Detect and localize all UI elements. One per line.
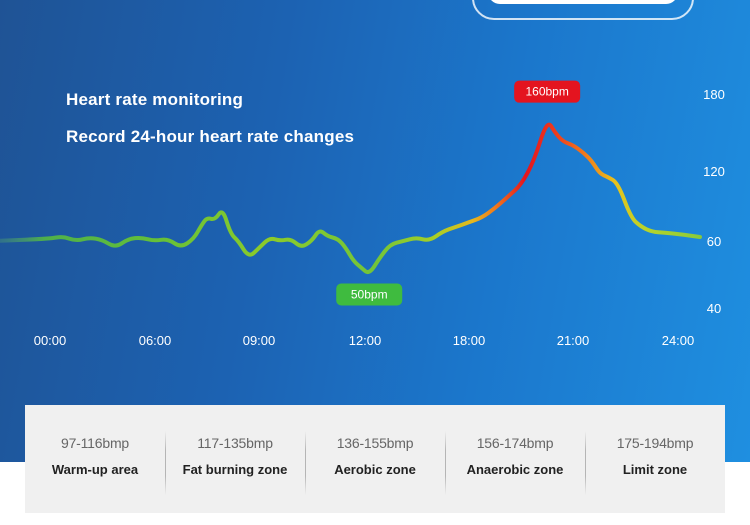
chart-title: Heart rate monitoring: [66, 90, 244, 109]
chart-subtitle: Record 24-hour heart rate changes: [66, 127, 355, 146]
y-axis-ticks: 180 120 60 40: [703, 87, 725, 316]
low-badge: 50bpm: [336, 283, 403, 306]
x-tick-label: 21:00: [557, 333, 590, 348]
badge-background: [336, 283, 403, 306]
y-tick-label: 120: [703, 164, 725, 179]
zone-name: Anaerobic zone: [466, 462, 564, 477]
zone-item: 156-174bmp Anaerobic zone: [445, 405, 585, 513]
heart-rate-zones: 97-116bmp Warm-up area 117-135bmp Fat burni…: [25, 405, 725, 513]
zone-range: 175-194bmp: [616, 435, 694, 451]
x-axis-ticks: 00:00 06:00 09:00 12:00 18:00 21:00 24:00: [34, 333, 695, 348]
badge-label: 50bpm: [351, 288, 388, 302]
badge-background: [514, 80, 581, 103]
x-tick-label: 24:00: [662, 333, 695, 348]
zone-name: Aerobic zone: [334, 462, 416, 477]
badge-label: 160bpm: [525, 85, 568, 99]
y-tick-label: 180: [703, 87, 725, 102]
zone-range: 97-116bmp: [61, 435, 129, 451]
y-tick-label: 40: [707, 301, 721, 316]
zone-name: Warm-up area: [51, 462, 139, 477]
zone-name: Limit zone: [622, 462, 688, 477]
peak-badge: 160bpm: [514, 80, 581, 103]
x-tick-label: 00:00: [34, 333, 67, 348]
heart-rate-chart: 180 120 60 40 00:00 06:00 09:00 12:00 18:00 21:0…: [0, 80, 725, 348]
zone-item: 136-155bmp Aerobic zone: [305, 405, 445, 513]
zone-range: 156-174bmp: [476, 435, 554, 451]
x-tick-label: 09:00: [243, 333, 276, 348]
zone-item: 97-116bmp Warm-up area: [25, 405, 165, 513]
x-tick-label: 12:00: [349, 333, 382, 348]
x-tick-label: 06:00: [139, 333, 172, 348]
zone-item: 175-194bmp Limit zone: [585, 405, 725, 513]
y-tick-label: 60: [707, 234, 721, 249]
zone-name: Fat burning zone: [182, 462, 288, 477]
zone-range: 117-135bmp: [197, 435, 273, 451]
hero-panel: [0, 0, 750, 462]
series-layer: [0, 122, 702, 275]
x-tick-label: 18:00: [453, 333, 486, 348]
zone-range: 136-155bmp: [336, 435, 414, 451]
watch-band: [488, 0, 678, 4]
zone-item: 117-135bmp Fat burning zone: [165, 405, 305, 513]
annotation-layer: 160bpm 50bpm: [336, 80, 581, 306]
heart-rate-line: [0, 122, 702, 275]
